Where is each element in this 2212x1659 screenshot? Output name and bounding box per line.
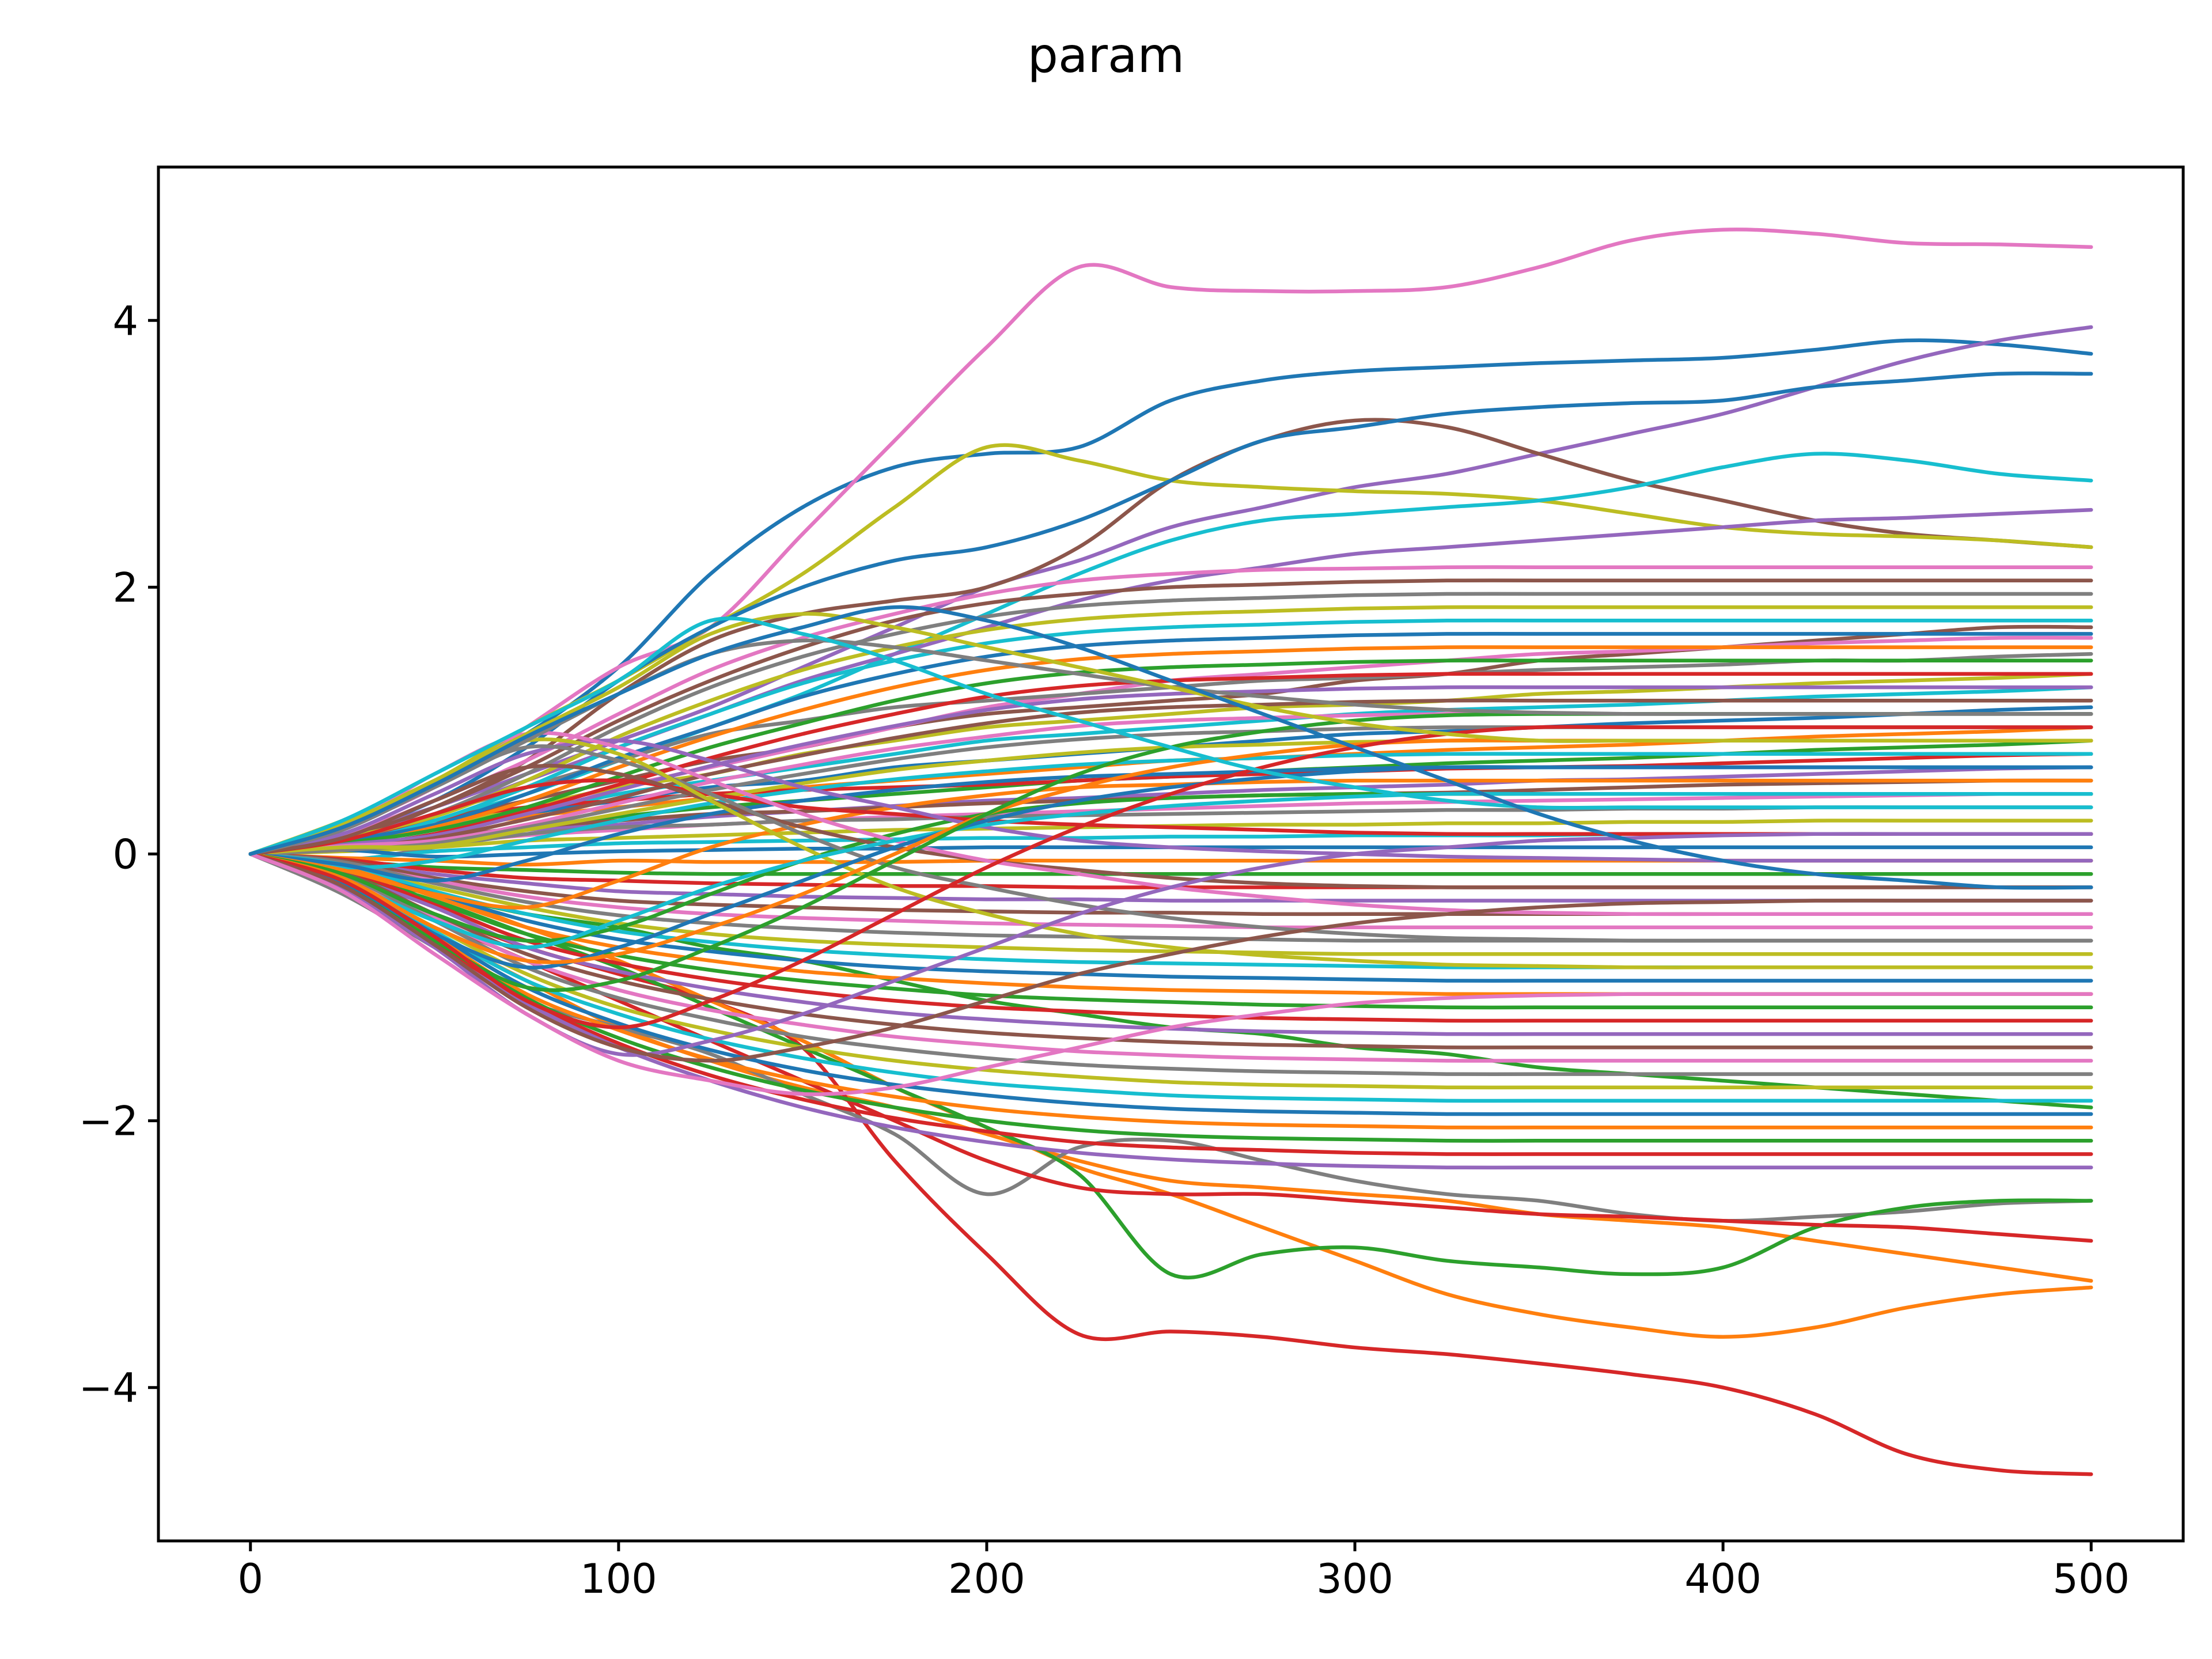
series-line-56: [248, 578, 2093, 856]
series-line-70: [248, 752, 2093, 870]
series-line-62: [248, 645, 2093, 856]
y-tick-label: −4: [79, 1365, 138, 1412]
series-layer: [248, 228, 2093, 1476]
series-line-90: [248, 616, 2093, 856]
series-line-15: [248, 507, 2093, 856]
series-line-87: [248, 852, 2093, 1096]
series-line-39: [248, 852, 2093, 956]
series-line-13: [248, 852, 2093, 1280]
series-line-91: [248, 605, 2093, 890]
series-line-46: [248, 852, 2093, 1050]
series-line-1: [248, 338, 2093, 856]
y-tick-label: 0: [112, 831, 138, 878]
series-line-60: [248, 618, 2093, 856]
series-line-63: [248, 658, 2093, 856]
series-line-58: [248, 592, 2093, 856]
series-line-33: [248, 852, 2093, 876]
x-tick-label: 200: [948, 1555, 1025, 1603]
series-line-89: [248, 612, 2093, 856]
series-line-75: [248, 738, 2093, 863]
series-line-66: [248, 698, 2093, 856]
x-tick-label: 100: [580, 1555, 657, 1603]
series-line-51: [248, 852, 2093, 1116]
chart-title: param: [1028, 27, 1185, 84]
series-line-59: [248, 605, 2093, 856]
series-line-72: [248, 778, 2093, 910]
series-line-79: [248, 737, 2093, 969]
x-tick-label: 0: [237, 1555, 263, 1603]
series-line-78: [248, 744, 2093, 943]
series-line-53: [248, 852, 2093, 1143]
series-line-65: [248, 685, 2093, 856]
x-tick-label: 500: [2052, 1555, 2130, 1603]
series-line-80: [248, 791, 2093, 949]
y-axis: −4 −2 0 2 4: [79, 297, 158, 1412]
series-line-86: [248, 852, 2093, 1063]
series-line-49: [248, 852, 2093, 1090]
series-line-76: [248, 763, 2093, 889]
series-line-50: [248, 852, 2093, 1103]
series-line-52: [248, 852, 2093, 1130]
y-tick-label: −2: [79, 1098, 138, 1145]
series-line-81: [248, 765, 2093, 969]
series-line-84: [248, 725, 2093, 1029]
series-line-55: [248, 852, 2093, 1170]
series-line-19: [248, 672, 2093, 856]
series-line-7: [248, 228, 2093, 856]
series-line-48: [248, 852, 2093, 1076]
y-tick-label: 4: [112, 297, 138, 344]
x-tick-label: 300: [1316, 1555, 1393, 1603]
x-axis: 0 100 200 300 400 500: [237, 1541, 2130, 1603]
y-tick-label: 2: [112, 564, 138, 611]
series-line-57: [248, 565, 2093, 856]
series-line-41: [248, 852, 2093, 983]
x-tick-label: 400: [1684, 1555, 1762, 1603]
